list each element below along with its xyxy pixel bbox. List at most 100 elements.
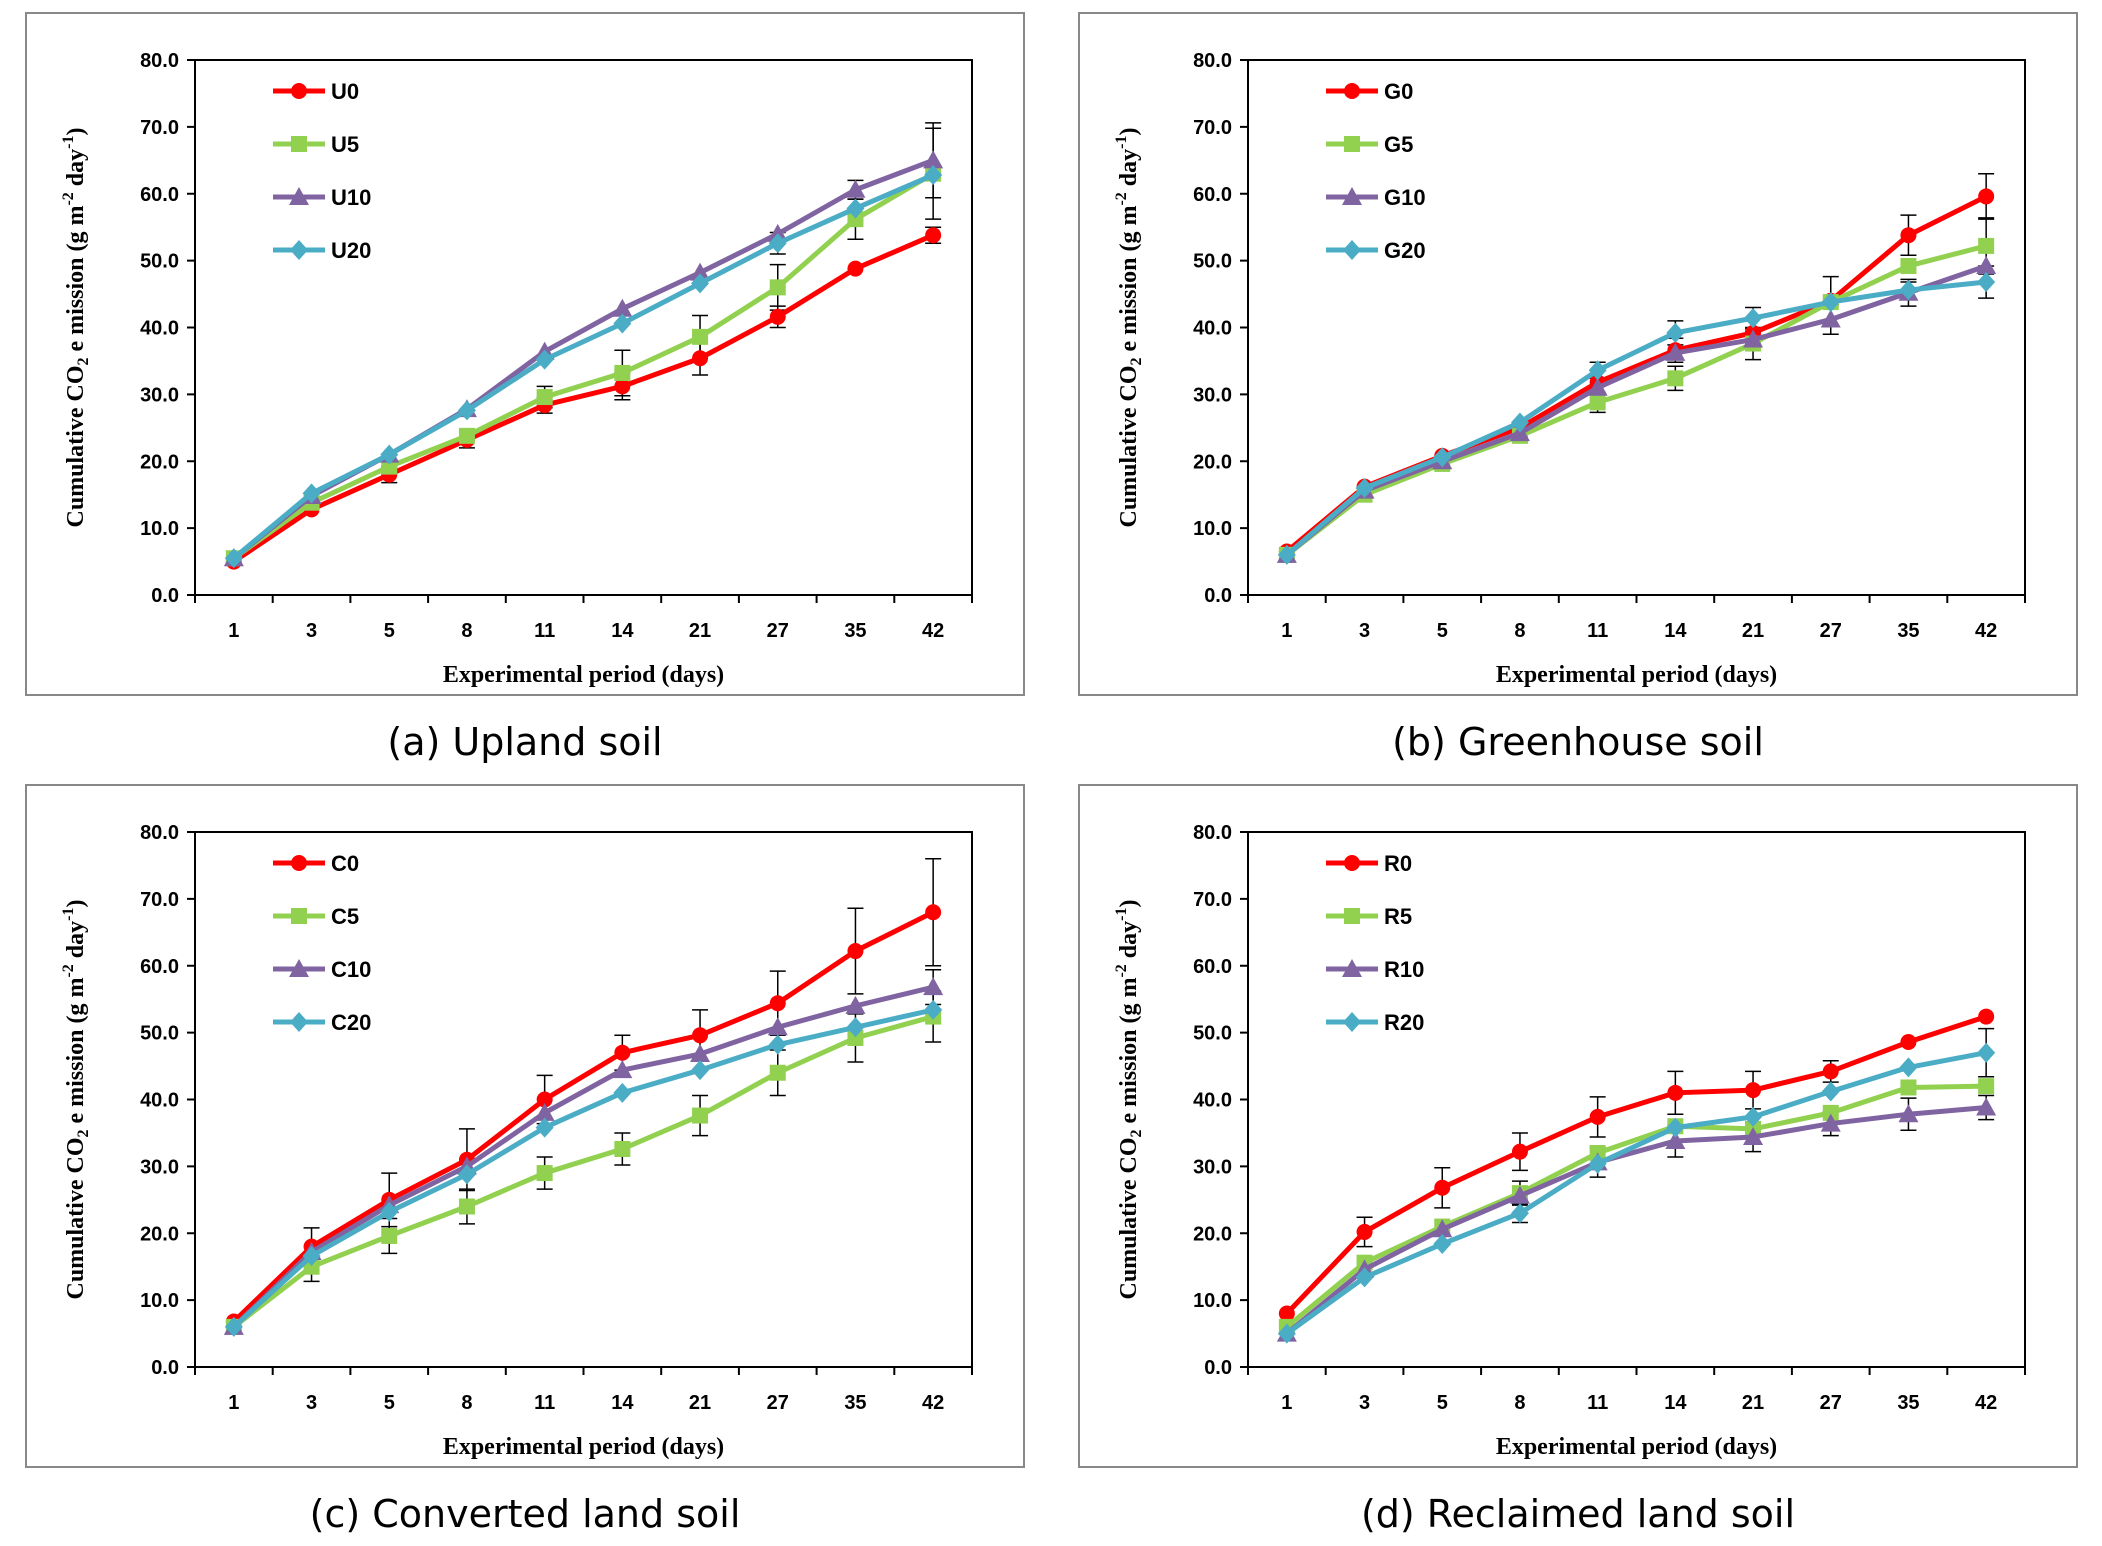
data-point-r0-11: [1589, 1108, 1606, 1125]
data-point-u5-27: [769, 279, 786, 296]
data-point-c20-27: [768, 1034, 787, 1055]
data-point-c20-42: [924, 999, 943, 1020]
legend-label: R20: [1384, 1010, 1424, 1035]
data-point-c0-14: [614, 1044, 631, 1061]
legend-marker: [291, 908, 307, 924]
data-point-u5-5: [381, 458, 398, 475]
y-tick-label-60-0: 60.0: [1193, 184, 1232, 206]
legend-item-g20: G20: [1326, 238, 1426, 263]
data-point-r20-11: [1588, 1153, 1607, 1174]
data-point-c20-8: [457, 1164, 476, 1185]
chart-caption: (b) Greenhouse soil: [1392, 720, 1764, 764]
data-point-g20-21: [1744, 308, 1763, 329]
x-tick-label-5: 5: [384, 620, 395, 642]
data-point-u0-14: [614, 378, 631, 395]
x-tick-label-35: 35: [1897, 1392, 1919, 1414]
data-point-u20-1: [224, 548, 243, 569]
series-line-r20: [1285, 1050, 1987, 1336]
legend-marker: [1344, 855, 1360, 871]
x-tick-label-42: 42: [1975, 1392, 1997, 1414]
chart-caption: (a) Upland soil: [387, 720, 663, 764]
data-point-c5-5: [381, 1227, 398, 1244]
chart-caption: (c) Converted land soil: [309, 1492, 741, 1536]
data-point-r0-5: [1434, 1179, 1451, 1196]
y-tick-label-40-0: 40.0: [1193, 1090, 1232, 1112]
data-point-u10-35: [845, 179, 866, 198]
data-point-c20-14: [613, 1082, 632, 1103]
data-point-g5-35: [1900, 257, 1917, 274]
y-tick-label-40-0: 40.0: [140, 1090, 179, 1112]
data-point-r5-27: [1822, 1104, 1839, 1121]
legend-item-c5: C5: [273, 904, 359, 929]
data-point-c0-42: [925, 904, 942, 921]
series-line-c5: [232, 1014, 934, 1329]
y-tick-label-50-0: 50.0: [1193, 251, 1232, 273]
legend-label: R0: [1384, 851, 1412, 876]
legend-marker: [1343, 240, 1361, 260]
data-point-g10-27: [1820, 309, 1841, 328]
data-point-c20-11: [535, 1117, 554, 1138]
y-axis-label: Cumulative CO2 e mission (g m-2 day-1): [60, 899, 92, 1299]
y-axis-label: Cumulative CO2 e mission (g m-2 day-1): [1113, 899, 1145, 1299]
data-point-r20-27: [1821, 1081, 1840, 1102]
data-point-c20-1: [224, 1316, 243, 1337]
data-point-c10-27: [767, 1017, 788, 1036]
legend-label: C5: [331, 904, 359, 929]
legend-label: C10: [331, 957, 371, 982]
series-line-c20: [232, 1007, 934, 1329]
data-point-u10-14: [612, 298, 633, 317]
legend-label: U5: [331, 132, 359, 157]
data-point-r5-35: [1900, 1079, 1917, 1096]
data-point-r20-42: [1977, 1042, 1996, 1063]
x-tick-label-27: 27: [1820, 620, 1842, 642]
data-point-u20-3: [302, 483, 321, 504]
data-point-r20-35: [1899, 1057, 1918, 1078]
x-tick-label-35: 35: [844, 620, 866, 642]
legend-label: G5: [1384, 132, 1413, 157]
legend-label: G20: [1384, 238, 1426, 263]
x-axis-label: Experimental period (days): [443, 1434, 724, 1460]
legend-marker: [1344, 83, 1360, 99]
y-tick-label-30-0: 30.0: [140, 384, 179, 406]
data-point-r0-3: [1356, 1223, 1373, 1240]
series-line-r0: [1285, 1014, 1987, 1316]
data-point-c0-27: [769, 995, 786, 1012]
x-tick-label-11: 11: [1587, 1392, 1608, 1414]
x-tick-label-5: 5: [1437, 620, 1448, 642]
legend-marker: [1342, 959, 1362, 977]
legend-item-u0: U0: [273, 79, 359, 104]
y-tick-label-20-0: 20.0: [140, 451, 179, 473]
data-point-c20-5: [380, 1201, 399, 1222]
data-point-c10-11: [534, 1102, 555, 1121]
x-tick-label-21: 21: [689, 620, 711, 642]
x-tick-label-42: 42: [922, 620, 944, 642]
data-point-r20-1: [1277, 1323, 1296, 1344]
x-tick-label-8: 8: [461, 620, 472, 642]
x-tick-label-3: 3: [1359, 620, 1370, 642]
legend-label: U0: [331, 79, 359, 104]
y-tick-label-10-0: 10.0: [1193, 1290, 1232, 1312]
x-tick-label-14: 14: [1664, 620, 1687, 642]
data-point-u20-27: [768, 233, 787, 254]
y-tick-label-70-0: 70.0: [1193, 889, 1232, 911]
y-tick-label-50-0: 50.0: [140, 1023, 179, 1045]
plot-area: [1247, 59, 2026, 596]
data-point-u20-5: [380, 444, 399, 465]
data-point-r20-21: [1744, 1106, 1763, 1127]
data-point-g10-14: [1665, 342, 1686, 361]
data-point-u20-14: [613, 313, 632, 334]
y-tick-label-30-0: 30.0: [1193, 384, 1232, 406]
data-point-g20-42: [1977, 272, 1996, 293]
data-point-c5-8: [458, 1198, 475, 1215]
data-point-u5-11: [536, 389, 553, 406]
data-point-r0-21: [1745, 1082, 1762, 1099]
data-point-c10-21: [690, 1044, 711, 1063]
legend-item-c10: C10: [273, 957, 371, 982]
x-tick-label-3: 3: [1359, 1392, 1370, 1414]
x-tick-label-5: 5: [1437, 1392, 1448, 1414]
y-tick-label-0-0: 0.0: [151, 1357, 179, 1379]
data-point-c5-35: [847, 1029, 864, 1046]
data-point-g10-11: [1587, 377, 1608, 396]
x-tick-label-27: 27: [767, 620, 789, 642]
legend-label: C0: [331, 851, 359, 876]
